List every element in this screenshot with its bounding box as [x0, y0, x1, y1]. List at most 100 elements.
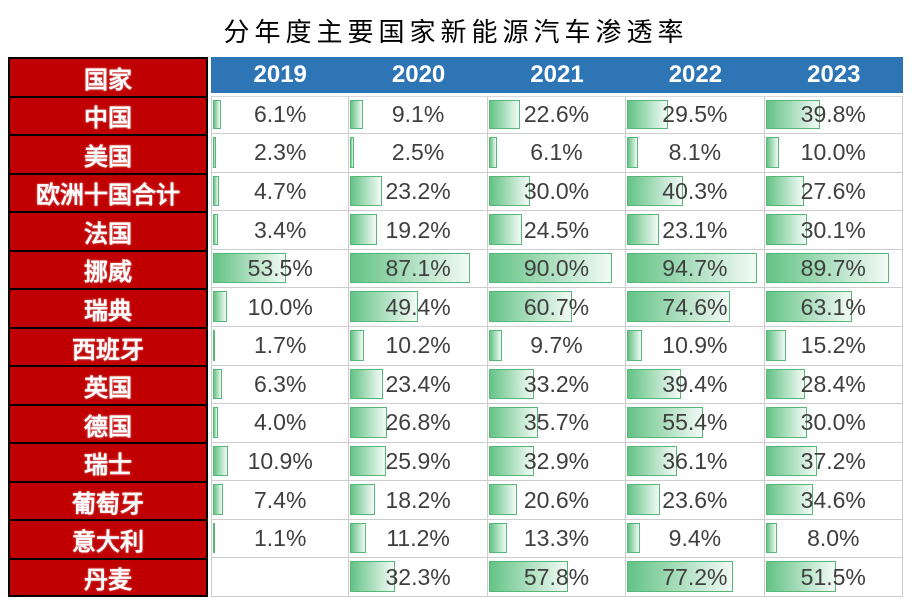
value-cell — [211, 558, 350, 597]
value-label: 30.0% — [523, 177, 590, 204]
value-cell: 7.4% — [211, 481, 350, 520]
data-bar — [488, 522, 508, 554]
country-cell: 瑞士 — [8, 442, 208, 481]
value-cell: 2.5% — [349, 134, 488, 173]
value-cell: 10.9% — [626, 327, 765, 366]
value-cell: 10.0% — [211, 288, 350, 327]
value-cell: 6.1% — [487, 134, 627, 173]
value-label: 19.2% — [385, 216, 451, 243]
year-header-cell: 2022 — [626, 57, 765, 96]
value-label: 10.9% — [662, 332, 728, 359]
value-label: 23.1% — [662, 216, 728, 243]
value-label: 25.9% — [385, 447, 451, 474]
value-label: 9.4% — [668, 525, 722, 552]
value-label: 60.7% — [523, 293, 590, 320]
value-cell: 39.8% — [764, 95, 903, 135]
value-label: 63.1% — [800, 293, 866, 320]
data-bar — [350, 445, 386, 477]
data-bar — [488, 330, 503, 361]
value-label: 40.3% — [662, 177, 728, 204]
data-bar — [350, 368, 383, 400]
country-cell: 丹麦 — [8, 557, 208, 597]
value-cell: 4.0% — [211, 404, 350, 443]
year-header-cell: 2020 — [349, 57, 488, 96]
value-label: 22.6% — [523, 101, 590, 128]
value-cell: 10.9% — [211, 442, 350, 482]
value-label: 26.8% — [385, 409, 451, 436]
value-label: 10.2% — [385, 332, 451, 359]
data-bar — [213, 175, 220, 207]
value-cell: 30.0% — [764, 404, 903, 443]
value-cell: 37.2% — [764, 442, 903, 482]
value-label: 3.4% — [253, 216, 307, 243]
year-header-cell: 2023 — [764, 57, 903, 96]
value-cell: 26.8% — [349, 404, 488, 443]
data-bar — [765, 368, 805, 400]
data-bar — [350, 561, 395, 592]
value-cell: 23.4% — [349, 365, 488, 405]
value-cell: 74.6% — [626, 288, 765, 327]
value-cell: 94.7% — [626, 249, 765, 289]
value-label: 32.9% — [523, 447, 590, 474]
data-grid: 2019 2020 2021 2022 2023 6.1% 9.1% 22.6% 29.5% 39… — [211, 57, 903, 597]
value-cell: 15.2% — [764, 327, 903, 366]
value-cell: 33.2% — [487, 365, 627, 405]
country-header-cell: 国家 — [8, 57, 208, 96]
data-bar — [627, 175, 683, 207]
value-cell: 90.0% — [487, 249, 627, 289]
value-label: 10.0% — [247, 293, 313, 320]
value-cell: 51.5% — [764, 558, 903, 597]
data-bar — [350, 484, 376, 515]
data-bar — [765, 214, 807, 245]
country-cell: 法国 — [8, 211, 208, 250]
country-cell: 美国 — [8, 134, 208, 173]
value-cell: 57.8% — [487, 558, 627, 597]
value-cell: 23.1% — [626, 211, 765, 250]
value-cell: 9.4% — [626, 519, 765, 559]
data-bar — [350, 291, 419, 322]
data-bar — [350, 407, 388, 438]
data-bar — [627, 484, 660, 515]
country-cell: 西班牙 — [8, 326, 208, 366]
data-bar — [765, 175, 804, 207]
value-label: 77.2% — [662, 563, 728, 590]
value-label: 10.0% — [800, 139, 866, 166]
value-label: 24.5% — [523, 216, 590, 243]
value-cell: 1.7% — [211, 327, 350, 366]
data-bar — [350, 214, 377, 245]
value-cell: 27.6% — [764, 172, 903, 212]
value-label: 87.1% — [385, 255, 451, 282]
data-bar — [488, 137, 498, 168]
year-header-cell: 2019 — [211, 57, 350, 96]
data-bar — [213, 368, 222, 400]
value-cell: 49.4% — [349, 288, 488, 327]
data-bar — [765, 484, 814, 515]
value-label: 6.3% — [253, 370, 307, 397]
value-label: 29.5% — [662, 101, 728, 128]
value-label: 30.0% — [800, 409, 866, 436]
value-label: 89.7% — [800, 255, 866, 282]
value-label: 51.5% — [800, 563, 866, 590]
value-label: 1.1% — [253, 525, 307, 552]
value-label: 1.7% — [253, 332, 307, 359]
value-cell: 22.6% — [487, 95, 627, 135]
value-label: 6.1% — [253, 101, 307, 128]
value-cell: 53.5% — [211, 249, 350, 289]
country-cell: 挪威 — [8, 249, 208, 289]
value-cell: 35.7% — [487, 404, 627, 443]
value-label: 27.6% — [800, 177, 866, 204]
value-label: 8.1% — [668, 139, 722, 166]
value-label: 34.6% — [800, 486, 866, 513]
value-cell: 24.5% — [487, 211, 627, 250]
value-label: 39.8% — [800, 101, 866, 128]
value-cell: 36.1% — [626, 442, 765, 482]
value-cell: 77.2% — [626, 558, 765, 597]
data-bar — [488, 407, 538, 438]
data-bar — [213, 484, 224, 515]
data-bar — [350, 330, 365, 361]
value-cell: 60.7% — [487, 288, 627, 327]
value-cell: 20.6% — [487, 481, 627, 520]
data-bar — [765, 445, 817, 477]
data-bar — [627, 522, 641, 554]
